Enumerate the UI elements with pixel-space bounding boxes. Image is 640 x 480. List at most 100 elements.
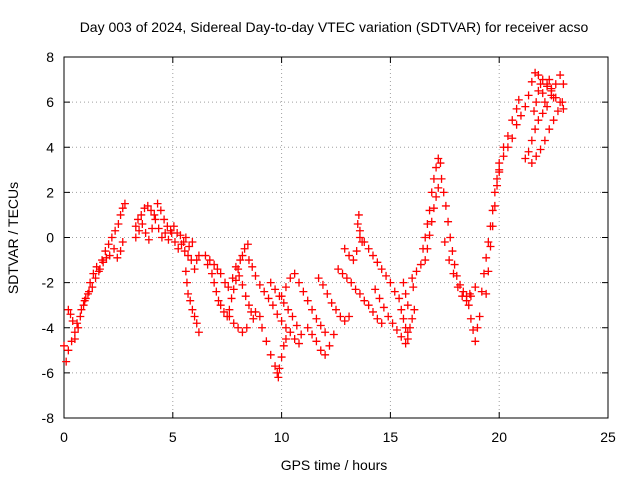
data-point [368, 307, 377, 316]
data-point [395, 294, 404, 303]
data-point [534, 116, 543, 125]
data-point [286, 328, 295, 337]
data-point [484, 238, 493, 247]
data-point [545, 75, 554, 84]
data-point [141, 228, 150, 237]
x-tick-label: 10 [274, 429, 290, 445]
data-point [390, 287, 399, 296]
data-point [421, 256, 430, 265]
data-point [352, 247, 361, 256]
data-point [68, 316, 77, 325]
data-point [242, 323, 251, 332]
data-point [423, 219, 432, 228]
data-point [425, 231, 434, 240]
data-point [277, 316, 286, 325]
data-point [188, 238, 197, 247]
data-point [234, 323, 243, 332]
data-point [194, 328, 203, 337]
data-point [76, 312, 85, 321]
data-point [284, 305, 293, 314]
data-point [434, 154, 443, 163]
data-point [521, 102, 530, 111]
data-point [288, 312, 297, 321]
data-point [88, 283, 97, 292]
y-tick-label: 0 [46, 230, 54, 246]
data-point [137, 210, 146, 219]
data-point [181, 267, 190, 276]
data-point [64, 305, 73, 314]
data-point [538, 109, 547, 118]
data-point [512, 120, 521, 129]
data-point [120, 199, 129, 208]
data-point [471, 337, 480, 346]
data-point [524, 91, 533, 100]
data-point [181, 233, 190, 242]
data-point [364, 244, 373, 253]
data-point [143, 201, 152, 210]
data-point [373, 258, 382, 267]
data-point [399, 278, 408, 287]
data-point [116, 210, 125, 219]
data-point [377, 319, 386, 328]
data-point [91, 274, 100, 283]
data-point [74, 323, 83, 332]
data-point [355, 233, 364, 242]
data-point [118, 204, 127, 213]
data-point [448, 247, 457, 256]
data-point [192, 319, 201, 328]
data-point [219, 307, 228, 316]
data-point [547, 84, 556, 93]
data-point [70, 328, 79, 337]
data-point [210, 260, 219, 269]
data-point [273, 310, 282, 319]
y-tick-label: 8 [46, 49, 54, 65]
data-point [184, 289, 193, 298]
data-point [423, 244, 432, 253]
data-point [316, 346, 325, 355]
data-point [360, 296, 369, 305]
y-axis-ticks: -8 -6 -4 -2 0 2 4 6 8 [42, 49, 608, 426]
data-point [251, 307, 260, 316]
data-point [213, 265, 222, 274]
data-point [275, 364, 284, 373]
data-point [527, 159, 536, 168]
data-point [458, 292, 467, 301]
data-point [321, 350, 330, 359]
data-point [408, 314, 417, 323]
data-point [308, 305, 317, 314]
data-point [277, 292, 286, 301]
data-point [530, 107, 539, 116]
data-point [434, 183, 443, 192]
data-point [216, 301, 225, 310]
data-point [439, 188, 448, 197]
data-point [205, 256, 214, 265]
data-point [157, 233, 166, 242]
data-point [118, 238, 127, 247]
data-point [101, 247, 110, 256]
data-point [185, 242, 194, 251]
data-point [279, 298, 288, 307]
data-point [559, 104, 568, 113]
data-point [427, 217, 436, 226]
data-point [271, 285, 280, 294]
data-point [131, 233, 140, 242]
data-point [229, 285, 238, 294]
data-point [354, 210, 363, 219]
data-point [323, 289, 332, 298]
data-point [508, 134, 517, 143]
data-point [355, 226, 364, 235]
data-point [401, 339, 410, 348]
data-point [281, 335, 290, 344]
y-tick-label: -6 [42, 365, 55, 381]
data-point [238, 251, 247, 260]
data-point [133, 215, 142, 224]
data-point [543, 82, 552, 91]
data-point [534, 86, 543, 95]
data-point [95, 265, 104, 274]
data-point [536, 145, 545, 154]
data-point [153, 199, 162, 208]
data-point [559, 80, 568, 89]
data-point [508, 116, 517, 125]
data-point [345, 312, 354, 321]
